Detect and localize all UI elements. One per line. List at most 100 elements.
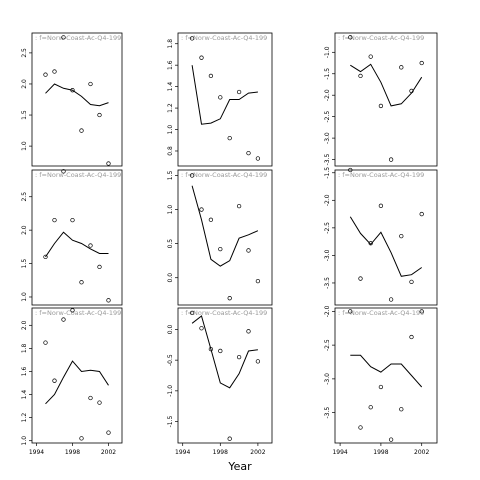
data-point [227,296,232,301]
panel-row2-col3: : f=Norw-Coast-Ac-Q4-199 -3.5 -3.0 -2.5 -2.0… [324,167,438,306]
y-tick-label: 2.5 [21,192,28,202]
data-point [255,278,261,284]
y-tick-label: 0.0 [167,325,174,335]
data-point [227,135,232,141]
panel-frame [177,169,273,306]
y-tick-label: 1.6 [167,60,174,70]
data-point [199,207,204,212]
panel-frame [334,169,438,306]
panel-frame [31,169,123,306]
data-point [189,310,195,316]
data-point [348,309,353,314]
panel-strip-label: : f=Norw-Coast-Ac-Q4-199 [181,171,267,179]
data-point [255,156,261,161]
y-tick-label: 1.0 [167,125,174,135]
y-tick-label: -1.5 [324,68,331,80]
data-point [419,60,424,66]
y-tick-label: 1.0 [167,205,174,215]
y-tick-label: -2.0 [324,194,331,206]
data-point [106,298,111,303]
data-point [399,233,404,239]
data-point [97,264,102,270]
y-tick-label: -3.0 [324,249,331,261]
data-point [189,173,195,178]
data-point [88,395,93,401]
panel-row3-col1: : f=Norw-Coast-Ac-Q4-199 1.0 1.2 1.4 1.6 1.8 2… [21,307,123,456]
panel-strip-label: : f=Norw-Coast-Ac-Q4-199 [35,34,121,42]
y-tick-label: -2.5 [324,339,331,351]
y-tick-label: -3.5 [324,407,331,419]
data-point [199,326,204,331]
data-point [43,72,48,77]
panel-strip-label: : f=Norw-Coast-Ac-Q4-199 [35,171,121,179]
x-tick-label: 1994 [175,449,190,456]
series-line [45,83,109,107]
y-tick-label: 1.2 [21,413,28,423]
panel-frame [334,32,438,167]
data-point [246,329,251,334]
data-point [79,436,84,441]
data-point [378,203,384,208]
data-point [409,334,414,340]
y-tick-label: 1.4 [167,82,174,92]
y-tick-label: -3.0 [324,373,331,385]
data-point [388,437,394,442]
data-point [61,169,66,174]
series-line [45,360,109,405]
panel-row1-col3: : f=Norw-Coast-Ac-Q4-199 -3.5 -3.0 -2.5 -2.0… [324,32,438,167]
data-point [255,359,261,364]
data-point [52,378,57,383]
data-point [419,211,424,217]
y-tick-label: -2.5 [324,111,331,123]
y-tick-label: -1.0 [324,46,331,58]
panel-row3-col3: : f=Norw-Coast-Ac-Q4-199 -3.5 -3.0 -2.5 -2.0… [324,305,438,456]
y-tick-label: -3.5 [324,277,331,289]
y-tick-label: 1.6 [21,367,28,377]
series-line [350,354,423,388]
data-point [61,317,66,322]
x-tick-label: 2002 [101,449,116,456]
panel-row2-col2: : f=Norw-Coast-Ac-Q4-199 0.0 0.5 1.0 1.5 [167,169,273,306]
y-tick-label: 2.0 [21,320,28,330]
series-line [350,63,423,107]
y-tick-label: 1.5 [167,171,174,181]
y-tick-label: 1.4 [21,390,28,400]
data-point [61,35,66,40]
data-point [70,217,75,223]
data-point [97,400,102,405]
x-tick-label: 2002 [414,449,429,456]
y-tick-label: 1.0 [21,292,28,302]
y-tick-label: 0.8 [167,146,174,156]
data-point [358,73,363,79]
panel-row3-col2: : f=Norw-Coast-Ac-Q4-199 -1.5 -1.0 -0.5 0.0 1… [167,307,273,456]
y-tick-label: 1.2 [167,103,174,113]
y-tick-label: 1.0 [21,141,28,151]
data-point [409,279,414,285]
data-point [88,243,93,248]
y-tick-label: 1.8 [21,343,28,353]
series-line [349,216,422,277]
data-point [97,112,102,118]
data-point [199,55,204,60]
data-point [106,161,111,166]
data-point [43,254,48,260]
data-point [70,88,75,93]
data-point [348,35,353,40]
series-line [45,231,109,258]
data-point [218,348,223,354]
data-point [208,73,214,79]
panel-frame [31,32,123,167]
y-tick-label: -3.0 [324,132,331,144]
panel-row2-col1: : f=Norw-Coast-Ac-Q4-199 1.0 1.5 2.0 2.5 [21,169,123,306]
panel-strip-label: : f=Norw-Coast-Ac-Q4-199 [181,34,267,42]
x-tick-label: 1998 [213,449,228,456]
panel-frame [177,307,273,444]
y-tick-label: -1.5 [324,167,331,179]
x-tick-label: 1994 [29,449,44,456]
data-point [227,436,232,441]
y-tick-label: 0.0 [167,273,174,283]
y-tick-label: 2.0 [21,225,28,235]
data-point [208,217,214,222]
series-line [191,185,259,267]
